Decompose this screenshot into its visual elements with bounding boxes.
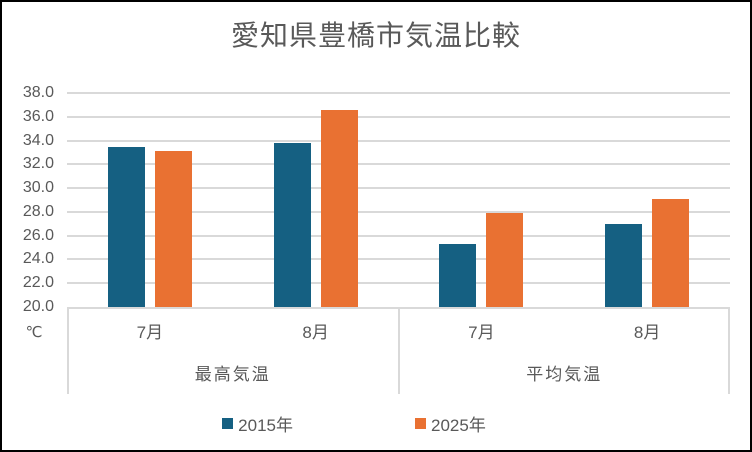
legend-label-2025: 2025年	[431, 415, 486, 435]
gridline	[67, 163, 730, 166]
month-label-avg-temp-aug: 8月	[633, 322, 661, 342]
plot-area	[67, 92, 730, 307]
month-label-avg-temp-jul: 7月	[468, 322, 495, 342]
group-label-max-temp: 最高気温	[194, 365, 271, 384]
bar-2025-avg-temp-aug	[652, 198, 690, 307]
bar-pair-avg-temp-jul	[399, 93, 565, 307]
y-axis-tick-label: 30.0	[22, 179, 54, 197]
legend-item-2025: 2025年	[415, 411, 486, 436]
bar-series-container	[67, 93, 730, 307]
y-axis-tick-label: 28.0	[22, 202, 54, 220]
bar-2025-avg-temp-jul	[486, 213, 524, 307]
bar-2015-max-temp-jul	[107, 146, 145, 307]
y-axis-tick-label: 24.0	[22, 250, 54, 268]
bar-pair-max-temp-aug	[233, 93, 399, 307]
y-axis-tick-label: 34.0	[22, 131, 54, 149]
bar-group-max-temp	[67, 93, 399, 307]
bar-2015-max-temp-aug	[273, 142, 311, 307]
bar-2025-max-temp-jul	[154, 151, 192, 307]
group-label-avg-temp: 平均気温	[526, 365, 603, 384]
bar-2025-max-temp-aug	[320, 109, 358, 307]
axis-separator-right	[728, 309, 730, 394]
bar-pair-max-temp-jul	[67, 93, 233, 307]
category-axis-month-row: 7月 8月 7月 8月	[67, 309, 730, 351]
bar-2015-avg-temp-aug	[605, 223, 643, 307]
category-axis-group-row: 最高気温 平均気温	[67, 351, 730, 394]
bar-group-avg-temp	[399, 93, 731, 307]
axis-separator-middle	[397, 309, 400, 394]
gridline	[67, 92, 730, 94]
y-axis-tick-label: 38.0	[22, 84, 54, 101]
month-label-max-temp-jul: 7月	[136, 322, 164, 342]
gridline	[67, 139, 730, 142]
y-axis-tick-label: 32.0	[22, 155, 54, 173]
legend-item-2015: 2015年	[222, 411, 293, 436]
chart-title: 愛知県豊橋市気温比較	[230, 20, 521, 51]
axis-separator-left	[67, 309, 69, 394]
legend-swatch-2025	[415, 417, 426, 429]
y-axis-tick-label: 22.0	[22, 274, 54, 292]
gridline	[67, 282, 730, 285]
y-axis-tick-label: 20.0	[22, 298, 54, 315]
legend-label-2015: 2015年	[238, 415, 293, 435]
y-axis-tick-label: 26.0	[22, 226, 54, 244]
gridline	[67, 187, 730, 190]
month-label-max-temp-aug: 8月	[302, 322, 329, 342]
gridline	[67, 234, 730, 237]
gridline	[67, 258, 730, 261]
bar-pair-avg-temp-aug	[564, 93, 730, 307]
y-axis-unit-label: ℃	[25, 324, 43, 341]
bar-2015-avg-temp-jul	[439, 244, 477, 307]
y-axis-tick-label: 36.0	[22, 107, 54, 125]
gridline	[67, 210, 730, 213]
legend-swatch-2015	[222, 417, 234, 429]
gridline	[67, 115, 730, 118]
category-axis: 7月 8月 7月 8月 最高気温 平均気温	[67, 307, 730, 394]
legend: 2015年 2025年	[2, 411, 750, 436]
